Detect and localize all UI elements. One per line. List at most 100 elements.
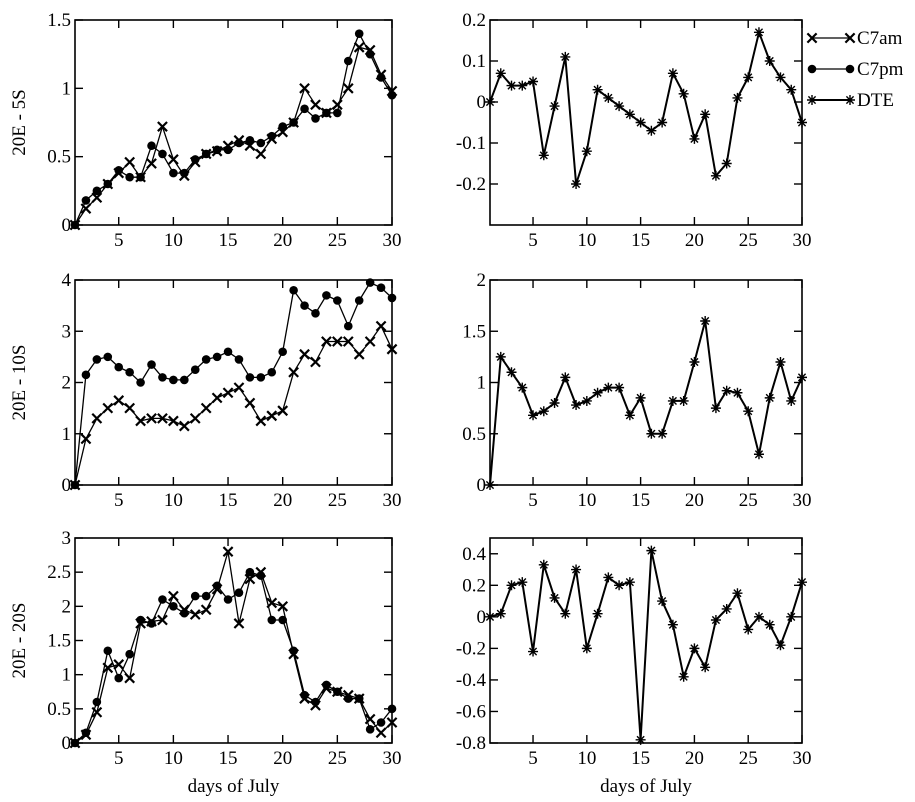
data-point xyxy=(277,600,289,612)
data-point xyxy=(124,156,136,168)
data-point xyxy=(103,352,113,362)
series-c7pm xyxy=(70,278,397,490)
data-point xyxy=(667,68,678,79)
data-point xyxy=(190,365,200,374)
x-tick-label: 30 xyxy=(793,490,812,511)
x-tick-label: 30 xyxy=(383,748,402,769)
data-point xyxy=(146,158,157,169)
x-tick-label: 5 xyxy=(528,490,538,511)
series-dte xyxy=(485,27,807,189)
data-point xyxy=(189,412,201,424)
y-tick-label: 1 xyxy=(62,665,72,686)
data-point xyxy=(517,80,528,91)
data-point xyxy=(343,321,353,331)
y-tick-label: 0.5 xyxy=(47,699,71,720)
legend-marker xyxy=(806,32,818,44)
data-point xyxy=(506,367,517,378)
data-point xyxy=(331,99,343,111)
data-point xyxy=(310,356,321,368)
data-point xyxy=(212,352,222,362)
data-point xyxy=(300,104,309,114)
data-point xyxy=(592,608,603,619)
data-point xyxy=(689,133,700,144)
data-point xyxy=(387,90,397,100)
data-point xyxy=(311,114,320,123)
data-point xyxy=(136,378,145,387)
chart-panel-6: 5 10 15 20 25 30 -0.8 -0.6 -0.4 -0.2 0 0.2 0.4 days o… xyxy=(456,537,812,797)
data-point xyxy=(80,433,92,445)
legend: C7am C7pm DTE xyxy=(806,28,904,111)
series-line xyxy=(74,551,393,744)
data-point xyxy=(528,410,539,421)
data-point xyxy=(168,154,179,165)
data-point xyxy=(581,643,592,654)
data-point xyxy=(300,690,309,700)
data-point xyxy=(136,615,145,625)
y-tick-label: 2 xyxy=(62,373,72,394)
data-point xyxy=(386,717,398,728)
data-point xyxy=(678,88,689,99)
data-point xyxy=(267,615,277,625)
data-point xyxy=(300,301,309,310)
y-tick-label: 0.4 xyxy=(462,544,486,565)
data-point xyxy=(387,293,397,303)
data-point xyxy=(157,412,168,424)
data-point xyxy=(180,168,189,178)
data-point xyxy=(775,357,786,367)
data-point xyxy=(157,121,168,132)
data-point xyxy=(571,400,582,411)
series-c7pm xyxy=(70,29,397,230)
chart-panel-3: 5 10 15 20 25 30 0 1 2 3 4 20E - 10S xyxy=(9,270,402,511)
data-point xyxy=(495,68,506,79)
data-point xyxy=(732,588,743,599)
y-tick-label: 1 xyxy=(62,78,72,99)
data-point xyxy=(549,101,560,112)
data-point xyxy=(571,564,582,575)
data-point xyxy=(689,643,700,654)
data-point xyxy=(201,591,211,601)
data-point xyxy=(103,646,113,656)
data-point xyxy=(135,415,146,427)
data-point xyxy=(343,56,353,66)
y-tick-label: 3 xyxy=(62,528,72,549)
data-point xyxy=(169,375,178,385)
data-point xyxy=(495,608,506,619)
x-tick-label: 20 xyxy=(273,748,292,769)
y-tick-label: 1.5 xyxy=(462,321,486,342)
y-tick-label: 0.2 xyxy=(462,10,486,31)
data-point xyxy=(212,145,222,155)
data-point xyxy=(234,138,244,148)
x-tick-label: 5 xyxy=(528,230,538,251)
data-point xyxy=(764,392,775,403)
y-tick-label: 0 xyxy=(62,475,72,496)
series-c7am xyxy=(69,320,398,491)
y-tick-label: 0 xyxy=(62,215,72,236)
data-point xyxy=(157,614,168,626)
data-point xyxy=(635,117,646,128)
data-point xyxy=(103,179,113,189)
y-tick-label: 3 xyxy=(62,321,72,342)
data-point xyxy=(136,172,145,182)
data-point xyxy=(365,278,375,287)
data-point xyxy=(92,697,102,707)
data-point xyxy=(775,72,786,83)
x-tick-label: 10 xyxy=(577,230,596,251)
x-tick-label: 20 xyxy=(685,230,704,251)
chart-panel-1: 5 10 15 20 25 30 0 0.5 1 1.5 20E - 5S xyxy=(9,10,402,251)
data-point xyxy=(710,170,721,181)
data-point xyxy=(278,347,287,357)
data-point xyxy=(223,347,233,357)
y-tick-label: 0.5 xyxy=(462,424,486,445)
data-point xyxy=(732,387,743,398)
data-point xyxy=(485,611,495,622)
legend-label: C7am xyxy=(857,28,903,49)
series-line xyxy=(489,31,803,185)
y-tick-label: 2 xyxy=(477,270,487,291)
x-tick-label: 20 xyxy=(273,490,292,511)
data-point xyxy=(223,595,233,604)
x-tick-label: 5 xyxy=(114,490,124,511)
data-point xyxy=(222,387,234,399)
data-point xyxy=(354,29,364,38)
data-point xyxy=(732,92,743,103)
data-point xyxy=(168,415,179,427)
